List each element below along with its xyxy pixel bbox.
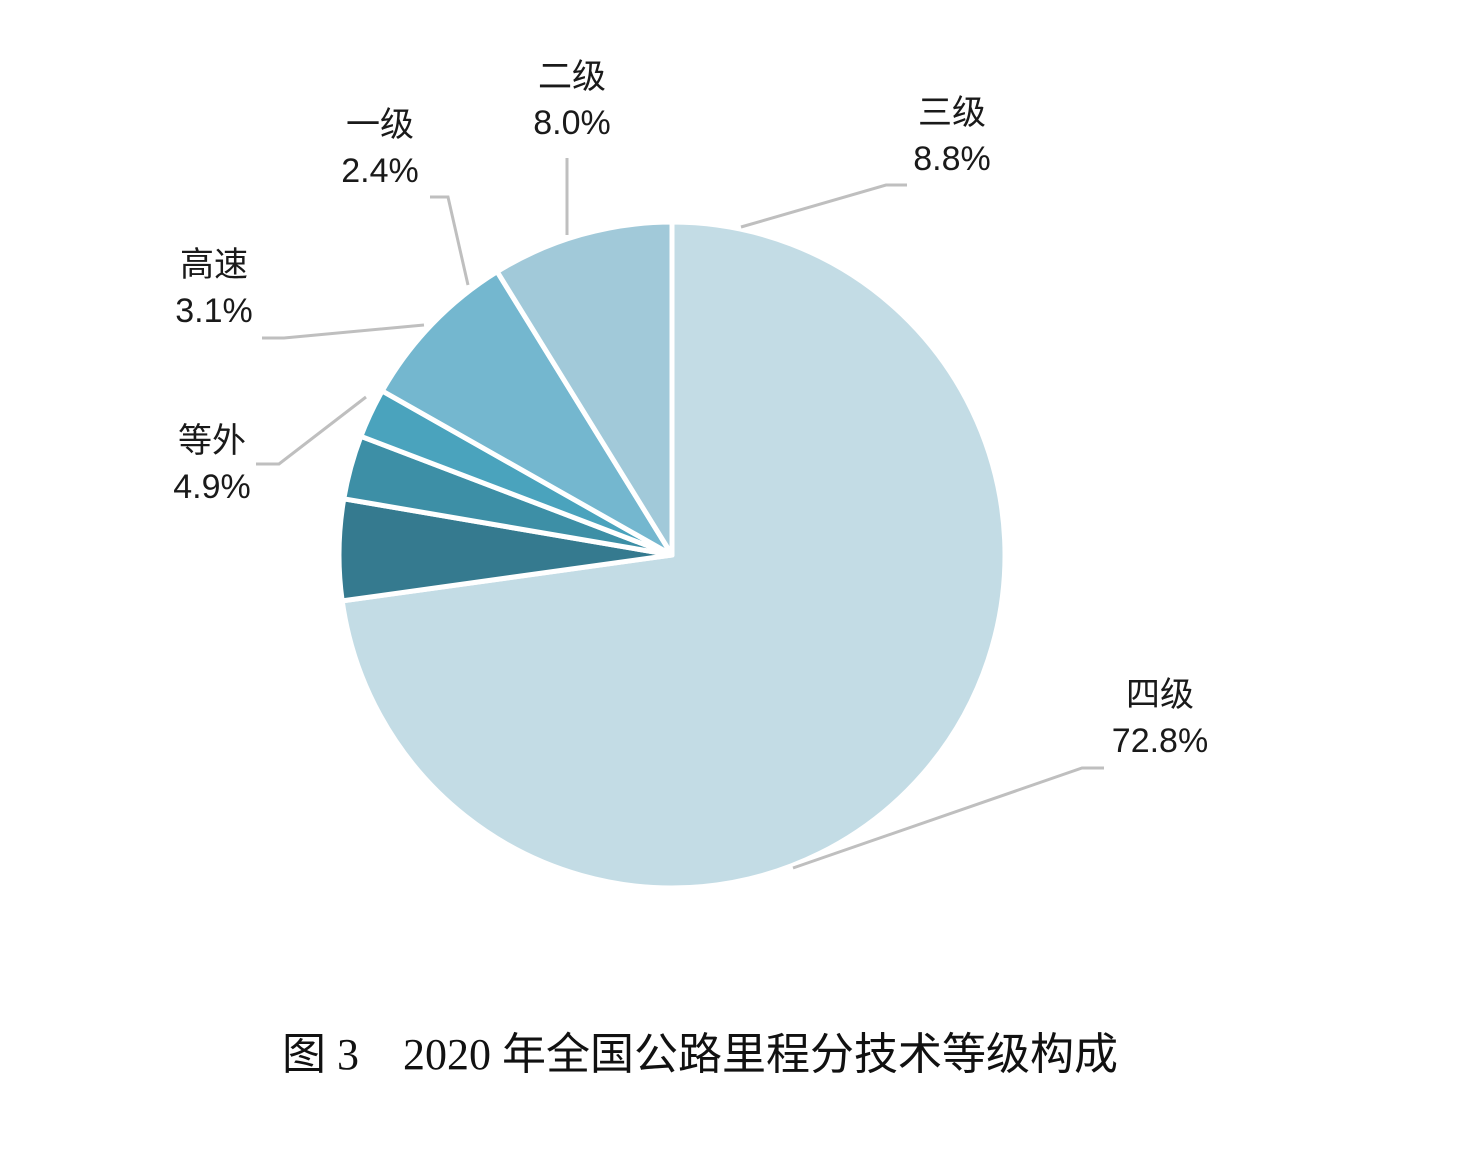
leader-line-4 <box>430 195 470 286</box>
slice-name-label-6: 三级 <box>918 94 986 132</box>
slice-name-label-2: 等外 <box>178 422 246 460</box>
figure-caption: 图 3 2020 年全国公路里程分技术等级构成 <box>282 1030 1118 1079</box>
slice-value-label-2: 4.9% <box>173 468 251 506</box>
leader-line-3 <box>262 323 425 340</box>
slice-name-label-4: 一级 <box>346 106 414 144</box>
slice-value-label-6: 8.8% <box>913 140 991 178</box>
slice-value-label-3: 3.1% <box>175 292 253 330</box>
slice-name-label-3: 高速 <box>180 246 248 284</box>
leader-lines <box>256 158 1104 870</box>
slice-name-label-1: 四级 <box>1126 676 1194 714</box>
slice-value-label-5: 8.0% <box>533 104 611 142</box>
leader-line-6 <box>740 183 907 229</box>
leader-line-2 <box>256 395 367 466</box>
pie-slice-6 <box>494 219 675 558</box>
slice-value-label-4: 2.4% <box>341 152 419 190</box>
slice-labels: 四级 72.8% 等外 4.9% 高速 3.1% 一级 2.4% 二级 8.0% 三级 8.8% <box>173 58 1208 760</box>
slice-value-label-1: 72.8% <box>1112 722 1208 760</box>
pie-slices <box>336 219 1008 891</box>
leader-line-1 <box>792 766 1104 870</box>
pie-slice-5 <box>379 269 675 558</box>
slice-name-label-5: 二级 <box>538 58 606 96</box>
